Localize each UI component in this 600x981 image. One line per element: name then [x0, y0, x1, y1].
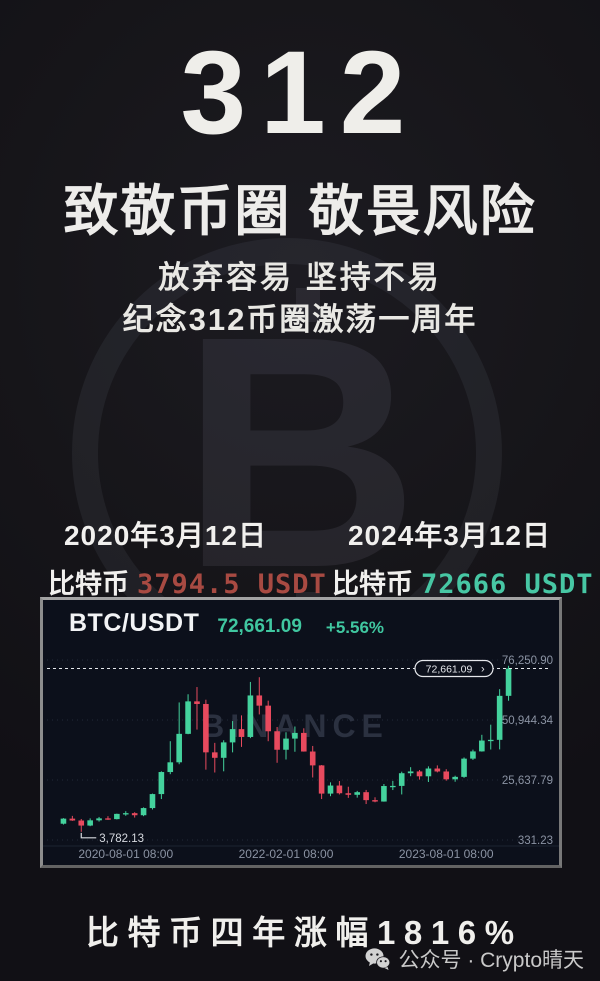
candle-body: [496, 695, 503, 740]
candle-body: [363, 792, 369, 801]
wechat-label: 公众号 · Crypto晴天: [398, 949, 584, 972]
candle-body: [265, 705, 271, 732]
candle-body: [318, 765, 325, 794]
coin-label-left: 比特币: [48, 569, 129, 599]
candle-body: [292, 732, 298, 739]
candle-body: [390, 785, 396, 788]
candle-body: [220, 742, 227, 758]
candle-body: [425, 768, 432, 777]
candle-body: [487, 739, 494, 742]
candle-body: [470, 751, 476, 759]
candle-body: [149, 794, 156, 809]
candle-body: [78, 820, 85, 826]
price-2020: 3794.5 USDT: [137, 569, 327, 600]
candle-body: [114, 813, 120, 820]
y-axis-label: 76,250.90: [502, 655, 553, 667]
chart-symbol: BTC/USDT: [69, 609, 200, 637]
candle-body: [158, 772, 165, 795]
candle-body: [167, 762, 174, 773]
candle-body: [301, 732, 307, 752]
candle-body: [309, 751, 316, 766]
date-2024: 2024年3月12日: [347, 520, 551, 551]
candle-body: [60, 818, 67, 824]
candle-body: [69, 818, 76, 821]
low-price-label: 3,782.13: [99, 833, 144, 845]
btcusdt-chart-screenshot: BTC/USDT 72,661.09 +5.56% BINANCE 76,250.…: [40, 597, 562, 868]
candle-body: [461, 758, 467, 777]
candle-body: [434, 768, 441, 772]
candle-body: [203, 703, 209, 753]
bitcoin-b-glyph: B: [180, 267, 420, 636]
poster-title: 312: [180, 27, 420, 159]
candle-body: [416, 771, 423, 777]
candle-body: [398, 773, 405, 786]
price-2024: 72666 USDT: [421, 569, 594, 600]
candle-body: [479, 740, 485, 752]
candle-body: [194, 701, 200, 704]
wechat-icon: [365, 948, 391, 970]
candle-body: [336, 785, 343, 794]
candle-body: [211, 752, 218, 758]
candle-body: [176, 733, 182, 763]
candle-body: [407, 771, 414, 774]
candle-body: [105, 818, 111, 820]
y-axis-label: 331.23: [518, 835, 553, 847]
candle-body: [452, 776, 458, 780]
candle-body: [381, 786, 387, 802]
candle-body: [140, 808, 147, 816]
comparison-2020: 2020年3月12日 比特币 3794.5 USDT: [48, 514, 326, 601]
y-axis-label: 50,944.34: [502, 715, 554, 727]
chart-header: BTC/USDT 72,661.09 +5.56%: [43, 600, 559, 640]
chart-last-price: 72,661.09: [217, 616, 302, 637]
candle-body: [372, 800, 378, 802]
last-price-bubble: [414, 659, 494, 678]
candle-body: [185, 701, 191, 734]
x-axis-label: 2022-02-01 08:00: [239, 847, 334, 861]
poster-subline-2: 纪念312币圈激荡一周年: [122, 302, 478, 337]
candle-body: [443, 771, 450, 780]
footer-banner: 比特币四年涨幅1816%: [85, 914, 523, 951]
candle-body: [122, 813, 129, 815]
date-2020: 2020年3月12日: [63, 520, 267, 551]
candlestick-chart: BINANCE76,250.9050,944.3425,637.79331.23…: [43, 655, 559, 861]
candle-body: [505, 668, 512, 696]
comparison-2024: 2024年3月12日 比特币 72666 USDT: [332, 514, 593, 601]
coin-label-right: 比特币: [332, 569, 413, 599]
candle-body: [87, 820, 93, 826]
bitcoin-bar-top: [296, 288, 320, 322]
candle-body: [256, 695, 263, 706]
poster-headline: 致敬币圈 敬畏风险: [63, 180, 537, 242]
y-axis-label: 25,637.79: [502, 775, 553, 787]
poster-subline-1: 放弃容易 坚持不易: [158, 260, 442, 295]
last-price-bubble-label: 72,661.09: [426, 664, 473, 676]
candle-body: [96, 818, 102, 821]
candle-body: [274, 731, 280, 750]
low-callout-line: [80, 832, 97, 839]
candle-body: [247, 695, 254, 737]
candle-body: [283, 738, 289, 750]
chart-change-percent: +5.56%: [325, 618, 385, 637]
candle-body: [229, 729, 236, 743]
chevron-right-icon: ›: [481, 664, 485, 676]
x-axis-label: 2020-08-01 08:00: [78, 847, 173, 861]
candle-body: [354, 792, 361, 795]
wechat-credit: 公众号 · Crypto晴天: [365, 944, 584, 974]
candle-body: [238, 729, 245, 737]
candle-body: [345, 793, 352, 795]
x-axis-label: 2023-08-01 08:00: [399, 847, 494, 861]
candle-body: [131, 813, 138, 816]
candle-body: [327, 785, 334, 794]
